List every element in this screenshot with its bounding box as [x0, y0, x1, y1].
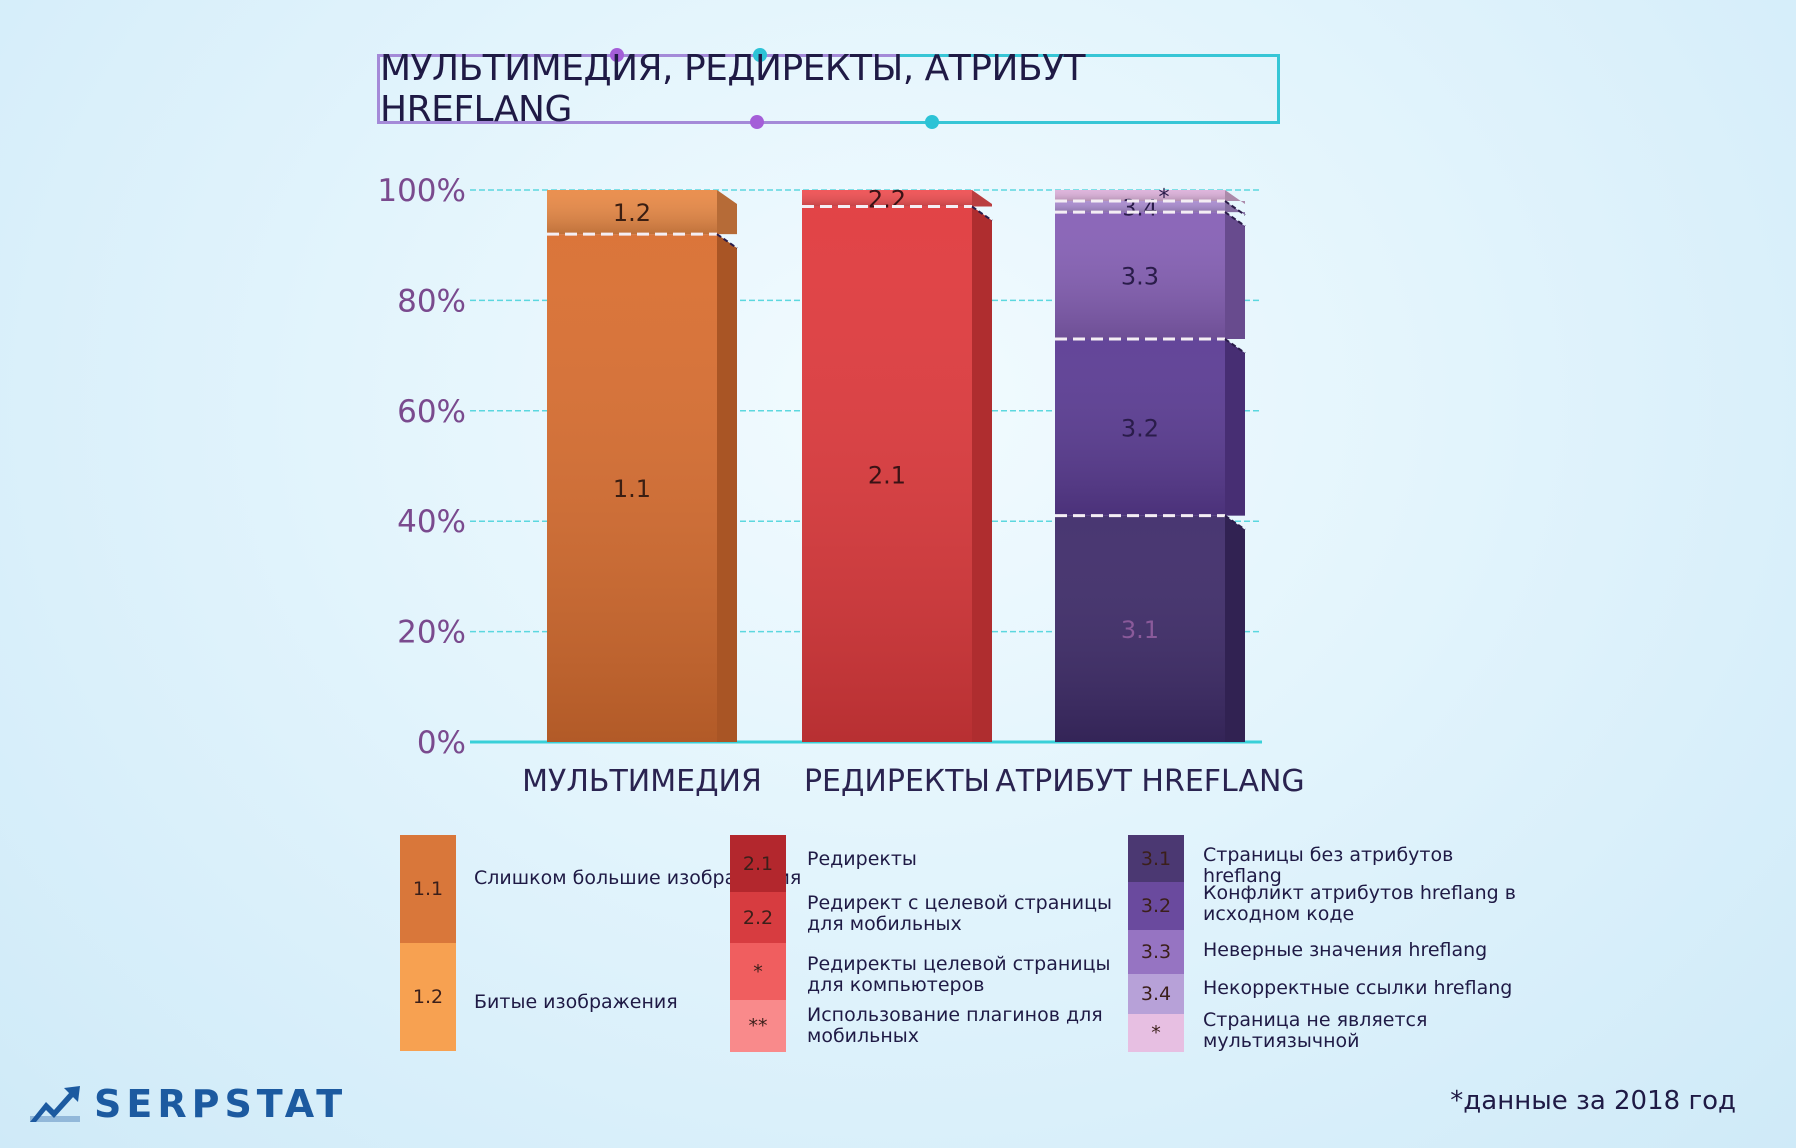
title-dot — [753, 48, 767, 62]
bar-segment-shading — [547, 234, 717, 742]
legend-label: Слишком большие изображения — [474, 867, 802, 889]
bar-segment-side-shade — [1225, 190, 1245, 204]
x-category-label: МУЛЬТИМЕДИЯ — [522, 764, 762, 799]
legend-swatch: 2.2 — [730, 892, 786, 943]
bar-segment-side — [1225, 212, 1245, 340]
legend-label: Страница не является мультиязычной — [1203, 1009, 1428, 1052]
bar-segment-side — [717, 234, 737, 742]
legend-swatch: 1.2 — [400, 943, 456, 1051]
segment-divider-side — [1224, 211, 1246, 227]
bar-segment-shading — [547, 190, 717, 235]
legend-swatch: 1.1 — [400, 835, 456, 943]
title-dot — [925, 115, 939, 129]
bar-segment-shading — [1055, 190, 1225, 202]
y-tick-label: 0% — [417, 725, 466, 761]
footnote: *данные за 2018 год — [1450, 1086, 1736, 1116]
stacked-bar-chart: 0% 20% 40% 60% 80% 100% 1.1 1.2 МУЛЬТИМЕДИЯ 2.1 2.… — [377, 173, 1304, 799]
segment-label: 3.2 — [1121, 414, 1159, 442]
segment-label: 1.2 — [613, 199, 651, 227]
segment-label: 2.2 — [868, 185, 906, 213]
segment-divider-side — [971, 205, 993, 222]
legend-label: Неверные значения hreflang — [1203, 939, 1488, 961]
y-tick-label: 60% — [397, 394, 466, 430]
legend-label: Редиректы — [807, 848, 917, 870]
legend-label: Конфликт атрибутов hreflang в исходном к… — [1203, 882, 1516, 925]
legend-swatch: 2.1 — [730, 835, 786, 892]
segment-label: * — [1159, 186, 1170, 211]
legend-swatch: 3.1 — [1128, 835, 1184, 882]
bar-segment-side-shade — [972, 190, 992, 207]
segment-label: 3.3 — [1121, 263, 1159, 291]
legend-swatch: 3.2 — [1128, 882, 1184, 930]
legend-swatch: * — [1128, 1014, 1184, 1052]
bar-segment-side — [717, 190, 737, 235]
bar-segment-side — [1225, 515, 1245, 742]
segment-label: 2.1 — [868, 461, 906, 489]
segment-divider-side — [1224, 200, 1246, 216]
bar-segment-shading — [1055, 201, 1225, 213]
title-dot — [750, 115, 764, 129]
segment-label: 1.1 — [613, 475, 651, 503]
legend-swatch: 3.3 — [1128, 930, 1184, 974]
x-category-label: РЕДИРЕКТЫ — [804, 764, 990, 799]
title-frame: МУЛЬТИМЕДИЯ, РЕДИРЕКТЫ, АТРИБУТ HREFLANG — [377, 48, 1280, 130]
legend-label: Редиректы целевой страницы для компьютер… — [807, 953, 1111, 996]
legend-swatch: 3.4 — [1128, 974, 1184, 1014]
title-dot — [610, 48, 624, 62]
bar-segment-side — [972, 206, 992, 742]
bar-segment-shading — [1055, 515, 1225, 742]
bar-segment-side — [1225, 190, 1245, 204]
brand-logo: SERPSTAT — [28, 1082, 347, 1126]
bar-segment-side-shade — [972, 206, 992, 742]
legend-swatch: * — [730, 943, 786, 1000]
segment-divider-side — [1224, 514, 1246, 531]
y-tick-label: 40% — [397, 504, 466, 540]
segment-label: 3.1 — [1121, 616, 1159, 644]
bar-segment-shading — [802, 206, 972, 742]
legend-label: Использование плагинов для мобильных — [807, 1004, 1103, 1047]
legend-label: Редирект с целевой страницы для мобильны… — [807, 892, 1113, 935]
bar-segment-side-shade — [717, 234, 737, 742]
serpstat-logo-icon — [30, 1086, 80, 1122]
title-frame-accent — [900, 54, 1280, 124]
bar-segment-shading — [1055, 339, 1225, 516]
x-category-label: АТРИБУТ HREFLANG — [995, 764, 1304, 799]
legend-label: Страницы без атрибутов hreflang — [1203, 844, 1454, 887]
bar-segment-shading — [802, 190, 972, 207]
bar-segment-side-shade — [717, 190, 737, 235]
bar-segment-side-shade — [1225, 515, 1245, 742]
segment-divider-side — [716, 233, 738, 249]
bar-segment-side-shade — [1225, 212, 1245, 340]
y-tick-label: 100% — [377, 173, 466, 209]
legend-swatch: ** — [730, 1000, 786, 1052]
bar-segment-shading — [1055, 212, 1225, 340]
brand-name: SERPSTAT — [94, 1082, 348, 1126]
segment-divider-side — [1224, 338, 1246, 354]
legend-label: Битые изображения — [474, 991, 678, 1013]
legend-label: Некорректные ссылки hreflang — [1203, 977, 1513, 999]
y-tick-label: 20% — [397, 615, 466, 651]
y-tick-label: 80% — [397, 283, 466, 319]
bar-segment-side-shade — [1225, 339, 1245, 516]
bar-segment-side — [1225, 339, 1245, 516]
bar-segment-side — [972, 190, 992, 207]
